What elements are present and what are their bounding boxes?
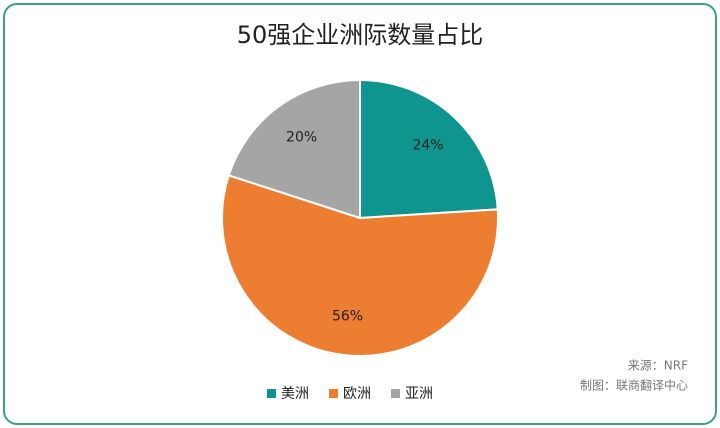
- legend-label: 美洲: [281, 386, 309, 402]
- legend-label: 亚洲: [405, 386, 433, 402]
- legend-swatch: [329, 389, 338, 398]
- credit-note: 制图：联商翻译中心: [580, 378, 688, 393]
- pie-slice: [221, 174, 499, 357]
- chart-title: 50强企业洲际数量占比: [237, 21, 484, 49]
- legend-swatch: [391, 389, 400, 398]
- legend-swatch: [267, 389, 276, 398]
- source-note: 来源：NRF: [628, 359, 688, 373]
- pie-slice: [359, 78, 499, 220]
- pie-slice: [227, 78, 361, 220]
- data-label: 56%: [332, 309, 363, 325]
- data-label: 24%: [412, 138, 443, 154]
- legend-label: 欧洲: [343, 386, 371, 402]
- data-label: 20%: [286, 130, 317, 146]
